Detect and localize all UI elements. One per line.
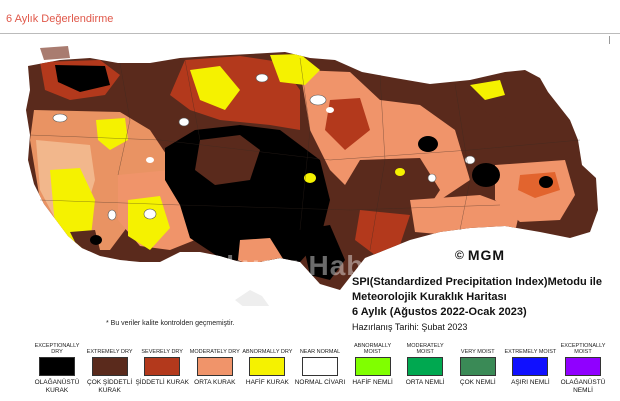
title-line-2: Meteorolojik Kuraklık Haritası	[352, 291, 507, 303]
drought-map	[26, 46, 598, 306]
legend: EXCEPTIONALLY DRY OLAĞANÜSTÜ KURAK EXTREME…	[30, 341, 620, 401]
legend-swatch	[354, 357, 391, 376]
legend-english-label: SEVERELY DRY	[141, 348, 183, 355]
legend-turkish-label: OLAĞANÜSTÜ NEMLİ	[560, 379, 606, 394]
legend-swatch	[407, 357, 444, 376]
legend-english-label: ABNORMALLY MOIST	[354, 342, 392, 355]
legend-swatch	[39, 357, 75, 376]
legend-english-label: EXTREMELY DRY	[86, 348, 133, 355]
title-line-1: SPI(Standardized Precipitation Index)Met…	[352, 276, 602, 288]
legend-item: MODERATELY DRY ORTA KURAK	[188, 341, 242, 387]
legend-item: ABNORMALLY DRY HAFİF KURAK	[240, 341, 294, 387]
legend-turkish-label: ÇOK ŞİDDETLİ KURAK	[87, 379, 133, 394]
legend-swatch	[565, 357, 601, 376]
legend-turkish-label: ÇOK NEMLİ	[459, 379, 496, 386]
mgm-logo: © MGM	[455, 247, 505, 263]
legend-swatch	[249, 357, 286, 376]
cyprus-shape	[235, 290, 270, 306]
legend-english-label: MODERATELY DRY	[189, 348, 240, 355]
copyright-symbol: ©	[455, 248, 464, 262]
footnote: * Bu veriler kalite kontrolden geçmemişt…	[106, 320, 235, 327]
corner-mark	[609, 36, 610, 44]
legend-item: SEVERELY DRY ŞİDDETLİ KURAK	[135, 341, 189, 387]
legend-item: EXCEPTIONALLY MOIST OLAĞANÜSTÜ NEMLİ	[556, 341, 610, 394]
legend-english-label: MODERATELY MOIST	[406, 342, 444, 355]
page-heading: 6 Aylık Değerlendirme	[6, 13, 114, 25]
legend-turkish-label: OLAĞANÜSTÜ KURAK	[34, 379, 80, 394]
title-line-3: 6 Aylık (Ağustos 2022-Ocak 2023)	[352, 306, 527, 318]
legend-swatch	[196, 357, 233, 376]
legend-english-label: VERY MOIST	[460, 348, 495, 355]
legend-turkish-label: HAFİF KURAK	[245, 379, 289, 386]
divider	[0, 33, 620, 34]
legend-item: ABNORMALLY MOIST HAFİF NEMLİ	[346, 341, 400, 387]
prepared-date: Hazırlanış Tarihi: Şubat 2023	[352, 322, 468, 332]
mgm-wordmark: MGM	[467, 247, 506, 263]
legend-swatch	[459, 357, 496, 376]
legend-swatch	[512, 357, 549, 376]
legend-turkish-label: ORTA KURAK	[194, 379, 236, 386]
legend-turkish-label: AŞIRI NEMLİ	[511, 379, 550, 386]
legend-swatch	[144, 357, 181, 376]
legend-english-label: EXTREMELY MOIST	[504, 348, 557, 355]
map-title: SPI(Standardized Precipitation Index)Met…	[352, 275, 614, 334]
legend-item: VERY MOIST ÇOK NEMLİ	[451, 341, 505, 387]
legend-swatch	[91, 357, 128, 376]
legend-turkish-label: ŞİDDETLİ KURAK	[135, 379, 189, 386]
legend-english-label: EXCEPTIONALLY MOIST	[560, 342, 606, 355]
legend-item: NEAR NORMAL NORMAL CİVARI	[293, 341, 347, 387]
legend-item: EXTREMELY DRY ÇOK ŞİDDETLİ KURAK	[83, 341, 137, 394]
legend-english-label: ABNORMALLY DRY	[242, 348, 293, 355]
legend-turkish-label: HAFİF NEMLİ	[352, 379, 393, 386]
legend-turkish-label: NORMAL CİVARI	[294, 379, 346, 386]
legend-english-label: EXCEPTIONALLY DRY	[34, 342, 80, 355]
legend-item: EXTREMELY MOIST AŞIRI NEMLİ	[503, 341, 557, 387]
legend-swatch	[302, 357, 338, 376]
thrace-edge	[40, 46, 70, 60]
legend-english-label: NEAR NORMAL	[299, 348, 341, 355]
legend-turkish-label: ORTA NEMLİ	[405, 379, 445, 386]
legend-item: EXCEPTIONALLY DRY OLAĞANÜSTÜ KURAK	[30, 341, 84, 394]
legend-item: MODERATELY MOIST ORTA NEMLİ	[398, 341, 452, 387]
